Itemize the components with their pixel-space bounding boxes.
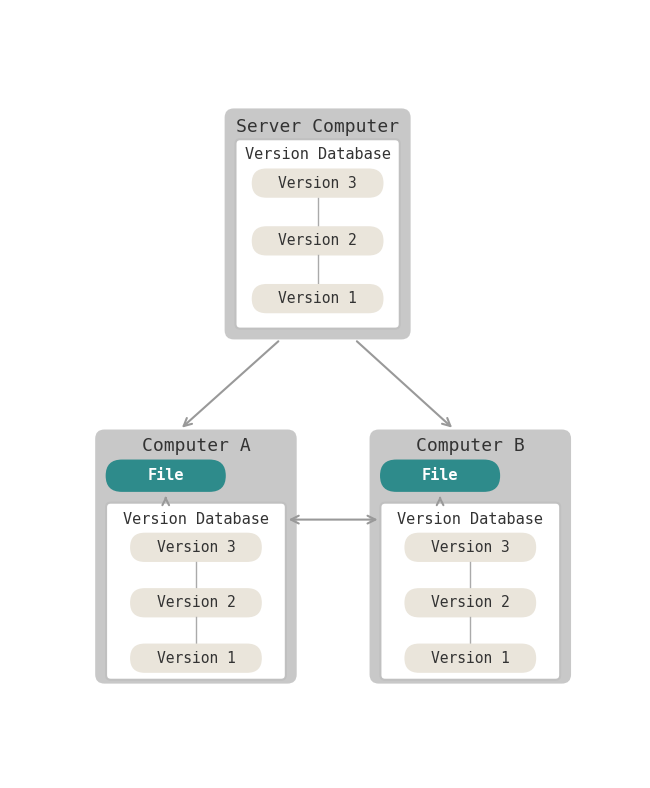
Text: Version 2: Version 2 — [431, 595, 510, 610]
Text: Version 1: Version 1 — [278, 291, 357, 306]
Text: Version 3: Version 3 — [278, 176, 357, 191]
FancyBboxPatch shape — [106, 459, 226, 492]
Text: Computer A: Computer A — [142, 437, 250, 455]
FancyBboxPatch shape — [235, 139, 400, 329]
FancyBboxPatch shape — [106, 503, 286, 680]
FancyBboxPatch shape — [380, 503, 560, 680]
FancyBboxPatch shape — [252, 284, 384, 314]
FancyBboxPatch shape — [95, 429, 296, 684]
FancyBboxPatch shape — [404, 588, 536, 617]
FancyBboxPatch shape — [252, 226, 384, 255]
Text: Version 3: Version 3 — [157, 540, 235, 555]
FancyBboxPatch shape — [370, 429, 571, 684]
Text: Server Computer: Server Computer — [236, 118, 399, 136]
FancyBboxPatch shape — [130, 588, 262, 617]
FancyBboxPatch shape — [380, 459, 500, 492]
FancyBboxPatch shape — [404, 644, 536, 673]
Text: File: File — [148, 468, 184, 483]
FancyBboxPatch shape — [130, 533, 262, 562]
Text: Version Database: Version Database — [397, 512, 543, 527]
Text: Version 2: Version 2 — [278, 233, 357, 248]
FancyBboxPatch shape — [404, 533, 536, 562]
Text: Version 2: Version 2 — [157, 595, 235, 610]
Text: Version 1: Version 1 — [431, 651, 510, 666]
FancyBboxPatch shape — [130, 644, 262, 673]
Text: Version 3: Version 3 — [431, 540, 510, 555]
FancyBboxPatch shape — [225, 109, 411, 340]
Text: Version 1: Version 1 — [157, 651, 235, 666]
Text: Computer B: Computer B — [416, 437, 525, 455]
Text: Version Database: Version Database — [123, 512, 269, 527]
Text: Version Database: Version Database — [244, 147, 391, 162]
FancyBboxPatch shape — [252, 169, 384, 198]
Text: File: File — [422, 468, 458, 483]
